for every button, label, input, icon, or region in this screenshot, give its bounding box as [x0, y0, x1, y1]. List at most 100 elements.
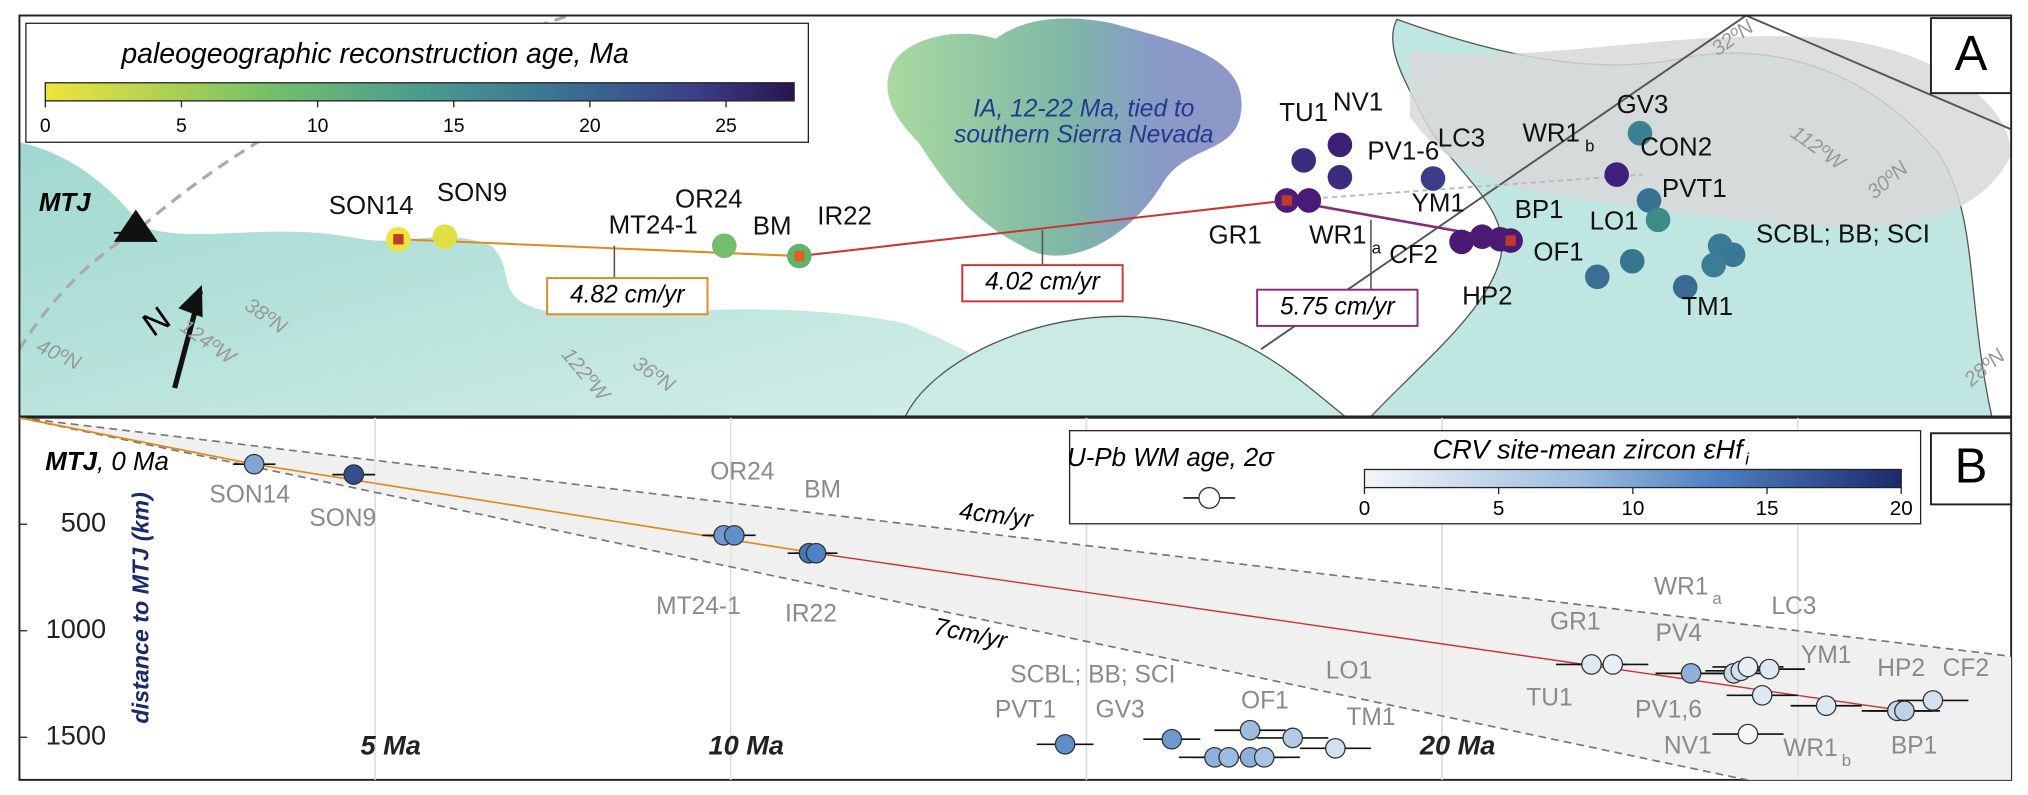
site-label: PVT1	[1662, 175, 1727, 203]
site-label: SCBL; BB; SCI	[1756, 220, 1930, 248]
point-label: TU1	[1526, 685, 1572, 712]
point-label: IR22	[785, 601, 837, 628]
site-dot	[1604, 162, 1629, 187]
point	[1922, 690, 1944, 711]
site-label: CF2	[1389, 241, 1438, 269]
site-label-text: OR24	[675, 185, 743, 213]
panel-label: A	[1955, 27, 1988, 81]
colorbar-title: CRV site-mean zircon εHf i	[1433, 434, 1751, 469]
site-dot	[1701, 252, 1726, 278]
track	[799, 199, 1288, 258]
point-label-text: GR1	[1550, 609, 1601, 636]
point-label-text: HP2	[1877, 655, 1925, 682]
colorbar	[44, 82, 795, 102]
point-label-text: NV1	[1664, 733, 1712, 760]
site-label-text: OF1	[1533, 238, 1583, 266]
site-dot	[1291, 148, 1316, 173]
point-label-text: PVT1	[995, 697, 1056, 724]
site-label-text: NV1	[1333, 88, 1383, 116]
point-label: SCBL; BB; SCI	[1010, 662, 1175, 689]
point	[805, 542, 827, 564]
ia-block	[887, 18, 1242, 256]
rate-box	[961, 264, 1124, 303]
site-label: BM	[753, 212, 792, 240]
site-label: TM1	[1681, 293, 1733, 321]
point-label-text: LO1	[1326, 658, 1372, 685]
point-label-text: BM	[804, 477, 841, 504]
point-label: LC3	[1771, 593, 1816, 620]
panel-box	[1929, 432, 2013, 506]
site-label-text: LO1	[1590, 207, 1639, 235]
site-dot	[1619, 248, 1645, 274]
point	[1758, 658, 1780, 680]
point-label-text: SON9	[309, 505, 376, 532]
site-label: SON14	[329, 192, 414, 220]
y-axis-title: distance to MTJ (km)	[127, 492, 153, 724]
panel-box	[1929, 17, 2012, 95]
map-base: A paleogeographic reconstruction age, Ma…	[19, 15, 2012, 417]
origin-label: MTJ, 0 Ma	[45, 448, 169, 476]
site-dot	[1296, 188, 1322, 213]
site-label-text: YM1	[1412, 189, 1465, 217]
point-label: YM1	[1801, 642, 1852, 669]
point-label-text: OF1	[1241, 688, 1289, 715]
y-tick-label: 500	[61, 506, 106, 537]
boundary	[1745, 15, 2012, 131]
point-label-text: SCBL; BB; SCI	[1010, 662, 1175, 689]
point-label: SON9	[309, 505, 376, 532]
point-label-text: PV4	[1656, 621, 1702, 648]
point-label: NV1	[1664, 733, 1712, 760]
point-label: MT24-1	[656, 593, 741, 620]
site-label-text: BM	[753, 212, 792, 240]
site-dot	[1720, 242, 1746, 268]
site-label: SON9	[437, 179, 507, 207]
sea	[19, 142, 1074, 417]
leader	[613, 219, 1372, 290]
site-dot	[1672, 274, 1698, 300]
site-label-text: TM1	[1681, 293, 1733, 321]
site-label-sub: b	[1585, 137, 1594, 156]
site-marker	[794, 250, 805, 262]
site-label: GV3	[1617, 91, 1669, 119]
colorbar	[1363, 468, 1902, 489]
point-label: PV4	[1656, 621, 1702, 648]
site-label-text: WR1	[1522, 119, 1579, 147]
point	[1680, 663, 1702, 684]
track	[1286, 173, 1643, 202]
site-label-text: TU1	[1279, 99, 1328, 127]
colorbar-tick-label: 5	[1493, 497, 1505, 520]
site-dot	[1627, 120, 1653, 146]
site-label-text: GV3	[1617, 91, 1669, 119]
point-label: TM1	[1346, 705, 1395, 732]
point	[1282, 727, 1304, 749]
site-dot	[1327, 132, 1353, 158]
colorbar-tick-label: 15	[1756, 497, 1779, 520]
y-tick-label: 1500	[46, 719, 106, 750]
rate-line	[19, 417, 1752, 780]
origin-label-name: MTJ	[45, 448, 97, 476]
point-label-text: TU1	[1526, 685, 1572, 712]
landmass	[904, 315, 1347, 417]
block-label: southern Sierra Nevada	[954, 121, 1213, 148]
site-label: BP1	[1515, 196, 1564, 224]
x-tick-label: 10 Ma	[709, 730, 784, 761]
point	[1054, 733, 1076, 755]
point	[1239, 719, 1261, 741]
point-label: GV3	[1095, 697, 1144, 724]
site-label: WR1 b	[1522, 119, 1594, 156]
point-label-text: OR24	[710, 459, 774, 486]
site-label: GR1	[1209, 222, 1262, 250]
rate-label: 4.02 cm/yr	[985, 269, 1100, 296]
point	[1253, 746, 1275, 768]
junction-label: MTJ	[39, 189, 91, 217]
site-label-sub: a	[1372, 239, 1382, 258]
point-label: OF1	[1241, 688, 1289, 715]
site-label-text: SON14	[329, 192, 414, 220]
rate-box	[546, 277, 709, 316]
panel-b-plot: 4cm/yr7cm/yrSON14SON9MT24-1OR24IR22BMPVT…	[19, 417, 2012, 780]
point-label: CF2	[1943, 655, 1989, 682]
site-label: CON2	[1640, 134, 1712, 162]
point-label: SON14	[209, 482, 290, 509]
